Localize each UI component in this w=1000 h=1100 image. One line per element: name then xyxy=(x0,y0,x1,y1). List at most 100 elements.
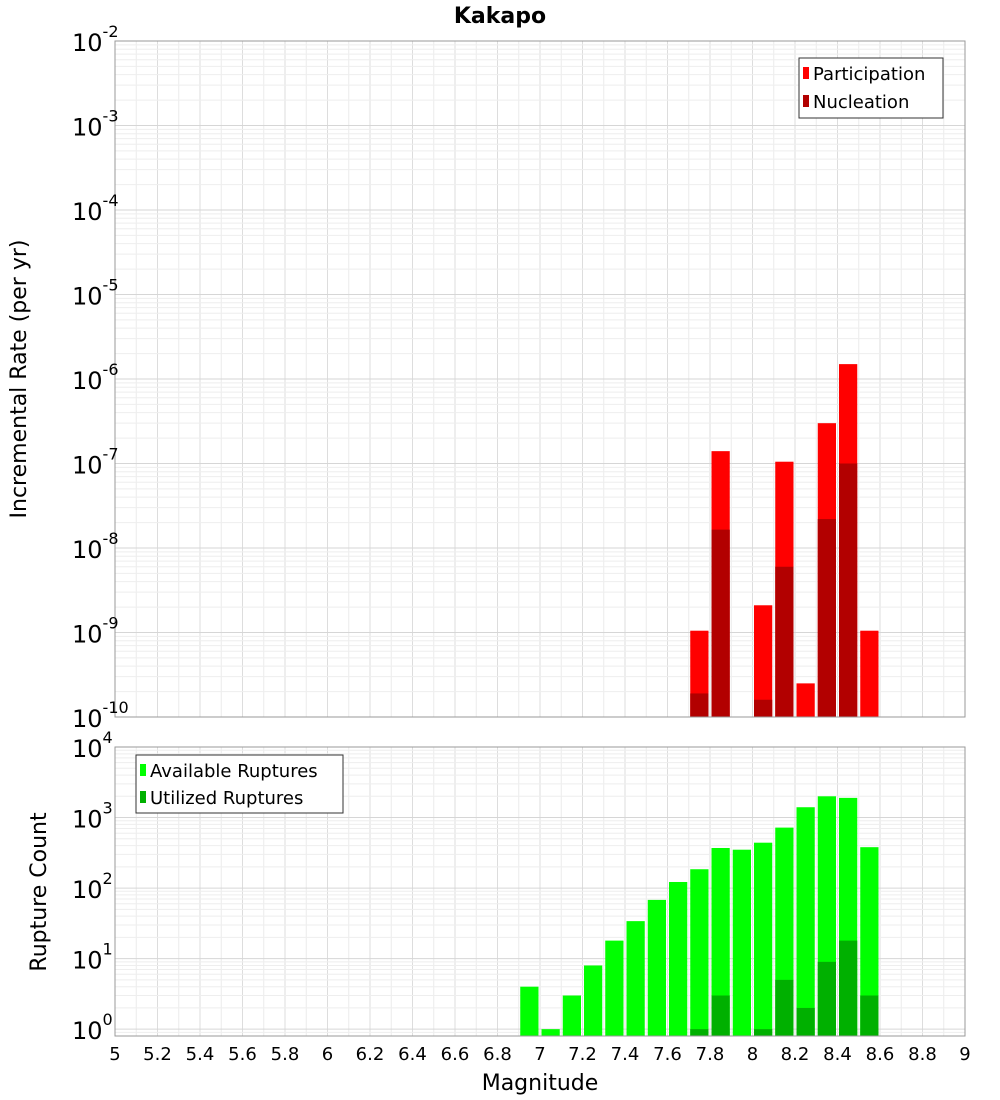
y-tick-base: 10 xyxy=(72,452,103,480)
y-tick-base: 10 xyxy=(72,806,103,834)
bar-utilized-ruptures-7.75 xyxy=(690,1029,709,1036)
y-tick-exponent: 0 xyxy=(103,1010,113,1029)
y-tick-label: 10-4 xyxy=(72,191,119,226)
x-tick-label: 7.8 xyxy=(696,1044,725,1065)
y-tick-label: 10-7 xyxy=(72,445,119,480)
bar-nucleation-8.15 xyxy=(775,566,794,717)
x-tick-label: 8.2 xyxy=(781,1044,810,1065)
y-tick-label: 100 xyxy=(72,1010,113,1045)
y-tick-label: 10-5 xyxy=(72,276,119,311)
bar-utilized-ruptures-8.05 xyxy=(754,1029,773,1036)
y-tick-exponent: -6 xyxy=(103,360,119,379)
count-bars xyxy=(520,796,879,1036)
x-tick-label: 6.6 xyxy=(441,1044,470,1065)
bar-available-ruptures-8.25 xyxy=(796,807,815,1036)
x-tick-label: 8.6 xyxy=(866,1044,895,1065)
count-plot-frame xyxy=(114,746,966,1037)
y-tick-exponent: -8 xyxy=(103,529,119,548)
bar-participation-8.25 xyxy=(796,683,815,717)
bar-available-ruptures-7.65 xyxy=(669,881,688,1036)
y-tick-exponent: -10 xyxy=(103,698,129,717)
bar-available-ruptures-7.95 xyxy=(732,849,751,1036)
y-tick-exponent: -3 xyxy=(103,107,119,126)
y-tick-label: 10-3 xyxy=(72,107,119,142)
x-tick-label: 9 xyxy=(959,1044,970,1065)
y-tick-base: 10 xyxy=(72,283,103,311)
bar-available-ruptures-7.35 xyxy=(605,940,624,1036)
x-tick-label: 5.8 xyxy=(271,1044,300,1065)
x-tick-label: 5.2 xyxy=(143,1044,172,1065)
y-tick-base: 10 xyxy=(72,1017,103,1045)
x-tick-label: 5.6 xyxy=(228,1044,257,1065)
bar-utilized-ruptures-8.15 xyxy=(775,979,794,1036)
x-tick-label: 6 xyxy=(322,1044,333,1065)
bar-available-ruptures-7.85 xyxy=(711,848,730,1036)
bar-participation-8.05 xyxy=(754,605,773,717)
rate-legend-box xyxy=(798,57,944,119)
y-tick-base: 10 xyxy=(72,29,103,57)
bar-nucleation-8.35 xyxy=(817,519,836,717)
y-tick-label: 102 xyxy=(72,869,113,904)
x-tick-label: 8.8 xyxy=(908,1044,937,1065)
y-tick-exponent: 1 xyxy=(103,940,113,959)
bar-nucleation-7.85 xyxy=(711,529,730,717)
bar-available-ruptures-8.05 xyxy=(754,842,773,1036)
count-legend-box xyxy=(135,754,344,814)
y-tick-label: 104 xyxy=(72,728,113,763)
y-tick-base: 10 xyxy=(72,735,103,763)
count-y-axis-label: Rupture Count xyxy=(27,812,52,972)
y-tick-exponent: -5 xyxy=(103,276,119,295)
bar-available-ruptures-7.55 xyxy=(647,899,666,1036)
bar-nucleation-7.75 xyxy=(690,693,709,717)
chart-title: Kakapo xyxy=(454,4,546,29)
bar-available-ruptures-7.05 xyxy=(541,1029,560,1036)
x-tick-label: 6.4 xyxy=(398,1044,427,1065)
x-tick-label: 5.4 xyxy=(186,1044,215,1065)
y-tick-base: 10 xyxy=(72,536,103,564)
legend-swatch-utilized-ruptures xyxy=(140,791,146,803)
legend-swatch-participation xyxy=(803,67,809,79)
y-tick-exponent: 4 xyxy=(103,728,113,747)
bar-utilized-ruptures-8.45 xyxy=(839,940,858,1036)
x-tick-label: 6.2 xyxy=(356,1044,385,1065)
legend-label-utilized-ruptures: Utilized Ruptures xyxy=(150,788,303,809)
x-tick-label: 7.6 xyxy=(653,1044,682,1065)
y-tick-label: 10-9 xyxy=(72,614,119,649)
legend-label-nucleation: Nucleation xyxy=(813,92,909,113)
bar-utilized-ruptures-8.25 xyxy=(796,1007,815,1036)
bar-participation-8.55 xyxy=(860,630,879,717)
x-tick-label: 8 xyxy=(747,1044,758,1065)
y-tick-base: 10 xyxy=(72,947,103,975)
y-tick-label: 10-2 xyxy=(72,22,119,57)
x-tick-label: 7 xyxy=(534,1044,545,1065)
x-tick-labels: 5 5.2 5.4 5.6 5.8 6 6.2 6.4 6.6 6.8 7 7.2 7.4 7.6 7.8 8… xyxy=(109,1044,970,1065)
rate-gridlines xyxy=(114,40,966,718)
bar-available-ruptures-7.15 xyxy=(562,995,581,1036)
y-tick-exponent: -9 xyxy=(103,614,119,633)
y-tick-label: 10-10 xyxy=(72,698,129,733)
x-tick-label: 8.4 xyxy=(823,1044,852,1065)
y-tick-label: 10-6 xyxy=(72,360,119,395)
y-tick-exponent: 2 xyxy=(103,869,113,888)
y-tick-base: 10 xyxy=(72,621,103,649)
rate-y-axis-label: Incremental Rate (per yr) xyxy=(7,240,32,519)
bar-available-ruptures-7.25 xyxy=(584,965,603,1036)
x-tick-label: 6.8 xyxy=(483,1044,512,1065)
y-tick-base: 10 xyxy=(72,876,103,904)
rate-bars xyxy=(690,364,879,717)
y-tick-exponent: -2 xyxy=(103,22,119,41)
x-tick-label: 7.2 xyxy=(568,1044,597,1065)
legend-swatch-nucleation xyxy=(803,95,809,107)
y-tick-base: 10 xyxy=(72,367,103,395)
y-tick-base: 10 xyxy=(72,198,103,226)
x-axis-label: Magnitude xyxy=(482,1071,599,1096)
legend-label-available-ruptures: Available Ruptures xyxy=(150,761,318,782)
legend-swatch-available-ruptures xyxy=(140,764,146,776)
y-tick-exponent: -7 xyxy=(103,445,119,464)
x-tick-label: 7.4 xyxy=(611,1044,640,1065)
rate-plot-frame xyxy=(114,40,966,718)
